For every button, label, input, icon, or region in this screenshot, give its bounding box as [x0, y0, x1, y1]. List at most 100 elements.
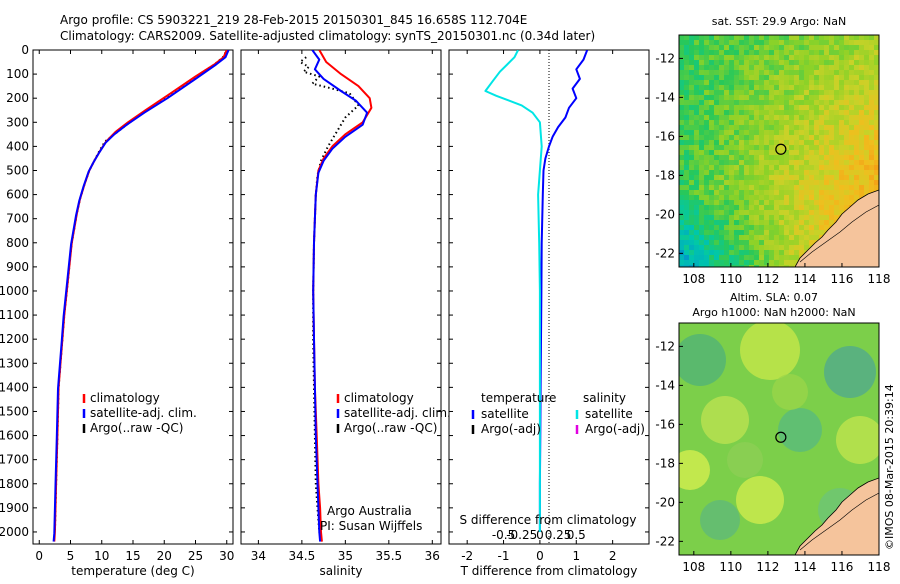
sst-cell: [769, 245, 774, 250]
sst-cell: [829, 115, 834, 120]
sst-cell: [734, 125, 739, 130]
sst-cell: [819, 140, 824, 145]
sst-cell: [799, 75, 804, 80]
sst-cell: [814, 195, 819, 200]
sla-blob: [772, 374, 808, 410]
sst-cell: [844, 110, 849, 115]
sst-cell: [704, 100, 709, 105]
sst-cell: [789, 185, 794, 190]
sst-cell: [714, 140, 719, 145]
sst-cell: [704, 85, 709, 90]
sst-cell: [769, 50, 774, 55]
sst-cell: [689, 160, 694, 165]
sst-cell: [789, 205, 794, 210]
sst-cell: [864, 50, 869, 55]
sst-cell: [734, 75, 739, 80]
sst-cell: [739, 130, 744, 135]
sst-cell: [794, 65, 799, 70]
sst-cell: [749, 135, 754, 140]
salinity-axes-frame: [240, 49, 442, 545]
sst-cell: [754, 105, 759, 110]
sst-cell: [759, 225, 764, 230]
sst-cell: [819, 215, 824, 220]
sst-cell: [864, 95, 869, 100]
sst-cell: [869, 135, 874, 140]
sst-cell: [824, 195, 829, 200]
sst-cell: [744, 165, 749, 170]
sst-cell: [794, 105, 799, 110]
sst-cell: [699, 55, 704, 60]
sst-cell: [849, 75, 854, 80]
sst-cell: [804, 210, 809, 215]
sst-cell: [754, 170, 759, 175]
sst-cell: [749, 130, 754, 135]
sst-cell: [784, 110, 789, 115]
sst-cell: [694, 55, 699, 60]
sst-cell: [804, 175, 809, 180]
sst-cell: [754, 75, 759, 80]
sst-cell: [849, 160, 854, 165]
sst-cell: [829, 50, 834, 55]
sst-cell: [719, 220, 724, 225]
sst-cell: [679, 40, 684, 45]
sst-cell: [799, 190, 804, 195]
sst-cell: [729, 155, 734, 160]
sst-cell: [834, 210, 839, 215]
sst-cell: [839, 155, 844, 160]
sst-cell: [864, 80, 869, 85]
sst-cell: [869, 55, 874, 60]
sst-cell: [724, 245, 729, 250]
sst-cell: [699, 185, 704, 190]
sst-cell: [744, 160, 749, 165]
sst-cell: [834, 180, 839, 185]
series-argo: [299, 56, 360, 537]
sst-cell: [679, 210, 684, 215]
sst-cell: [759, 165, 764, 170]
sst-cell: [704, 120, 709, 125]
sst-cell: [734, 110, 739, 115]
sst-cell: [799, 145, 804, 150]
sst-cell: [819, 190, 824, 195]
sst-cell: [714, 240, 719, 245]
map-x-tick-label: 118: [868, 560, 891, 574]
x-tick-label: 35: [338, 549, 353, 563]
sst-cell: [734, 35, 739, 40]
sst-cell: [874, 60, 879, 65]
sst-cell: [724, 120, 729, 125]
sst-map-frame: [678, 34, 880, 268]
sst-cell: [689, 195, 694, 200]
series-satellite-adj: [52, 50, 230, 542]
sst-cell: [764, 90, 769, 95]
sst-cell: [854, 175, 859, 180]
sst-cell: [799, 230, 804, 235]
sst-cell: [849, 80, 854, 85]
sst-map-axes: 108 110 112 114 116 118-12-14-16-18-20-22: [655, 51, 890, 286]
sst-cell: [864, 45, 869, 50]
sst-cell: [764, 140, 769, 145]
sst-cell: [714, 230, 719, 235]
sst-cell: [704, 160, 709, 165]
map-x-tick-label: 114: [793, 272, 816, 286]
sst-cell: [759, 140, 764, 145]
sst-cell: [819, 130, 824, 135]
sst-cell: [829, 195, 834, 200]
legend-group-title: temperature: [481, 391, 556, 405]
sst-cell: [854, 80, 859, 85]
sst-cell: [709, 125, 714, 130]
sst-cell: [794, 220, 799, 225]
sst-cell: [819, 90, 824, 95]
depth-tick-label: 1000: [0, 284, 29, 298]
sst-cell: [874, 140, 879, 145]
sst-cell: [679, 35, 684, 40]
sst-cell: [709, 220, 714, 225]
depth-tick-label: 0: [21, 43, 29, 57]
sst-cell: [739, 105, 744, 110]
sst-cell: [784, 85, 789, 90]
sst-cell: [679, 200, 684, 205]
sst-cell: [694, 105, 699, 110]
sst-cell: [719, 110, 724, 115]
sst-cell: [709, 215, 714, 220]
sst-cell: [749, 210, 754, 215]
sst-cell: [769, 140, 774, 145]
sst-cell: [719, 60, 724, 65]
